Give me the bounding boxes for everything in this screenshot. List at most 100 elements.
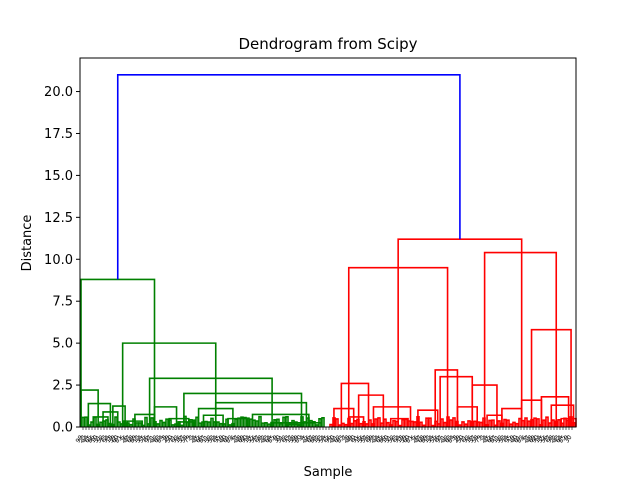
x-leaf-label: 87 (489, 434, 499, 444)
x-leaf-label: 71 (459, 434, 469, 444)
x-leaf-label: 46 (303, 434, 313, 444)
cluster-2-leaf-link (542, 419, 546, 427)
x-leaf-label: 19 (507, 434, 517, 444)
x-leaf-label: 69 (528, 434, 538, 444)
x-leaf-label: 34 (426, 434, 436, 444)
x-leaf-label: 47 (414, 434, 424, 444)
cluster-2-leaf-link (563, 417, 567, 427)
x-leaf-label: 30 (564, 434, 574, 444)
x-axis-label: Sample (304, 465, 353, 480)
x-leaf-label: 55 (138, 434, 148, 444)
x-leaf-label: 70 (348, 434, 358, 444)
cluster-1-link-16 (202, 414, 224, 427)
cluster-1-leaf-link (306, 417, 310, 427)
cluster-2-leaf-link (515, 422, 519, 427)
x-leaf-label: 7 (341, 434, 349, 441)
x-leaf-label: 44 (81, 434, 91, 444)
x-leaf-label: 58 (180, 434, 190, 444)
x-leaf-label: 18 (105, 434, 115, 444)
cluster-1-link-11 (112, 405, 126, 427)
cluster-1-leaf-link (225, 418, 229, 427)
cluster-1-leaf-link (318, 418, 322, 427)
x-leaf-label: 50 (165, 434, 175, 444)
x-leaf-label: 51 (276, 434, 286, 444)
cluster-2-leaf-link (395, 420, 399, 427)
cluster-2-leaf-link (362, 421, 366, 427)
x-leaf-label: 52 (96, 434, 106, 444)
cluster-1-leaf-link (120, 423, 124, 427)
x-leaf-label: 13 (132, 434, 142, 444)
cluster-1-leaf-link (183, 415, 187, 427)
x-leaf-label: 6 (521, 434, 529, 441)
x-leaf-label: 80 (294, 434, 304, 444)
x-leaf-label: 24 (189, 434, 199, 444)
x-leaf-label: 59 (291, 434, 301, 444)
x-leaf-label: 35 (246, 434, 256, 444)
cluster-1-leaf-link (102, 420, 106, 427)
plot-area (80, 73, 577, 427)
cluster-1-leaf-link (264, 422, 268, 427)
x-leaf-label: 58 (471, 434, 481, 444)
x-leaf-label: 9 (563, 434, 571, 441)
cluster-1-link-4 (183, 392, 303, 427)
y-tick-label: 20.0 (44, 85, 73, 100)
x-leaf-label: 98 (255, 434, 265, 444)
cluster-1-leaf-link (132, 418, 136, 427)
cluster-2-leaf-link (548, 422, 552, 427)
x-leaf-label: 24 (480, 434, 490, 444)
cluster-2-link-12 (550, 404, 575, 427)
cluster-2-leaf-link (392, 419, 396, 427)
cluster-2-leaf-link (509, 423, 513, 427)
x-leaf-label: 66 (195, 434, 205, 444)
cluster-1-leaf-link (300, 416, 304, 427)
x-leaf-label: 57 (360, 434, 370, 444)
x-leaf-label: 8 (161, 434, 169, 441)
cluster-1-leaf-link (240, 416, 244, 427)
cluster-2-leaf-link (329, 423, 333, 427)
cluster-2-leaf-link (425, 417, 429, 427)
x-leaf-label: 79 (183, 434, 193, 444)
cluster-2-leaf-link (452, 417, 456, 427)
leaf-tick-labels: 9923446586103152739418396081526476889133… (75, 427, 574, 444)
x-leaf-label: 93 (282, 434, 292, 444)
cluster-1-leaf-link (138, 422, 142, 427)
x-leaf-label: 64 (555, 434, 565, 444)
cluster-2-leaf-link (569, 416, 573, 427)
x-leaf-label: 23 (78, 434, 88, 444)
y-tick-label: 2.5 (52, 379, 73, 394)
x-leaf-label: 48 (525, 434, 535, 444)
cluster-2-leaf-link (422, 424, 426, 427)
x-leaf-label: 43 (261, 434, 271, 444)
cluster-2-leaf-link (332, 417, 336, 427)
cluster-1-leaf-link (219, 422, 223, 427)
x-leaf-label: 45 (483, 434, 493, 444)
cluster-2-leaf-link (527, 420, 531, 427)
cluster-1-leaf-link (285, 416, 289, 427)
cluster-2-leaf-link (365, 423, 369, 427)
x-leaf-label: 83 (336, 434, 346, 444)
x-leaf-label: 87 (198, 434, 208, 444)
cluster-1-leaf-link (228, 424, 232, 427)
cluster-1-leaf-link (222, 423, 226, 427)
cluster-2-leaf-link (401, 418, 405, 427)
cluster-1-leaf-link (99, 421, 103, 427)
x-leaf-label: 9 (272, 434, 280, 441)
x-leaf-label: 94 (102, 434, 112, 444)
x-leaf-label: 16 (174, 434, 184, 444)
x-leaf-label: 91 (351, 434, 361, 444)
cluster-1-leaf-link (273, 418, 277, 427)
cluster-2-leaf-link (530, 418, 534, 427)
x-leaf-label: 45 (192, 434, 202, 444)
x-leaf-label: 72 (279, 434, 289, 444)
x-leaf-label: 81 (405, 434, 415, 444)
cluster-2-leaf-link (371, 423, 375, 427)
cluster-1-leaf-link (201, 421, 205, 427)
cluster-2-leaf-link (347, 417, 351, 427)
x-leaf-label: 63 (444, 434, 454, 444)
cluster-1-leaf-link (192, 419, 196, 427)
cluster-1-leaf-link (309, 419, 313, 427)
x-leaf-label: 22 (258, 434, 268, 444)
cluster-1-leaf-link (135, 422, 139, 427)
cluster-1-leaf-link (231, 422, 235, 427)
x-leaf-label: 69 (237, 434, 247, 444)
